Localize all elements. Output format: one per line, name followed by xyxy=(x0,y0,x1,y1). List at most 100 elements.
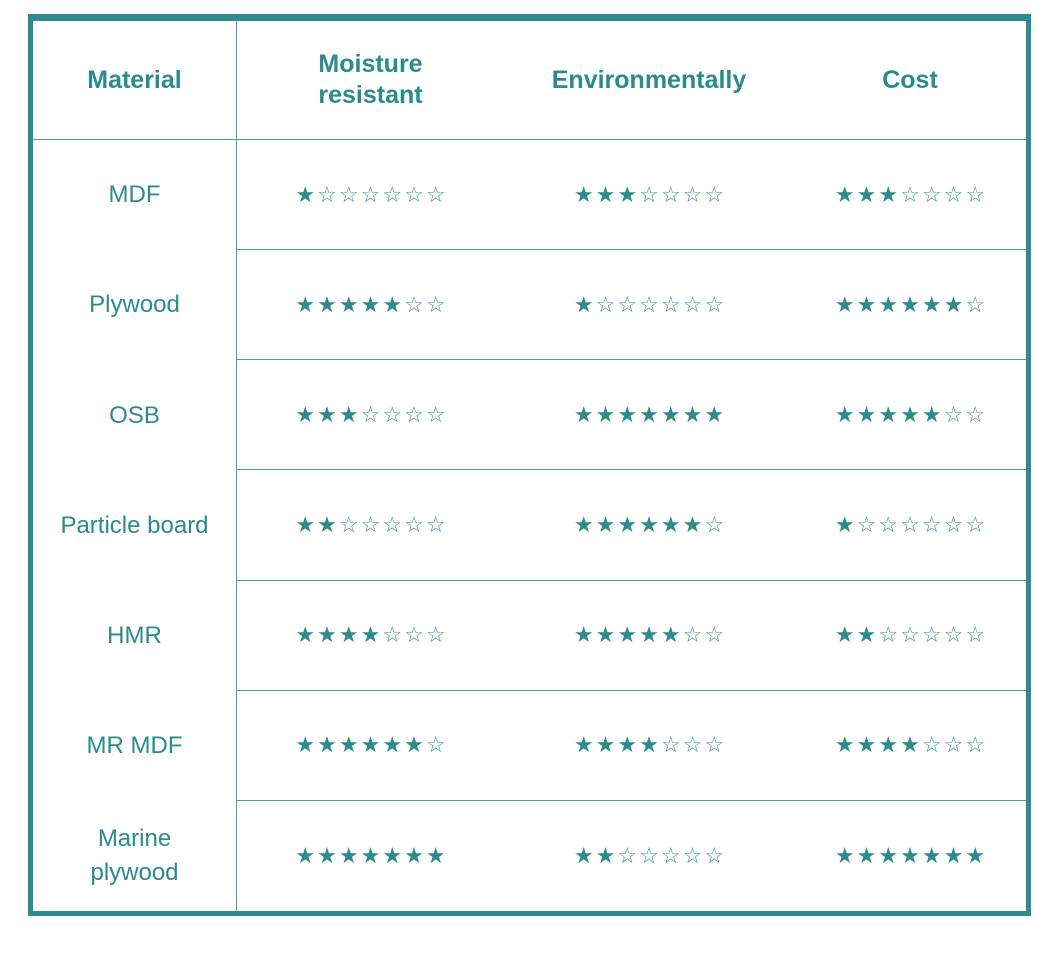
star-icon-filled: ★ xyxy=(660,622,681,648)
star-icon-filled: ★ xyxy=(856,622,877,648)
star-icon-empty: ☆ xyxy=(595,291,616,317)
star-icon-empty: ☆ xyxy=(965,181,986,207)
star-icon-filled: ★ xyxy=(317,622,337,648)
star-icon-filled: ★ xyxy=(639,511,659,537)
star-icon-empty: ☆ xyxy=(943,511,964,537)
star-icon-filled: ★ xyxy=(573,181,594,207)
star-icon-filled: ★ xyxy=(573,291,594,317)
star-icon-filled: ★ xyxy=(595,401,616,427)
star-icon-filled: ★ xyxy=(856,181,877,207)
star-rating: ★ ★ ★ ★ ★ ★ ★ xyxy=(237,801,504,911)
column-header-label: Moisture resistant xyxy=(318,49,423,109)
star-rating: ★ ★ ☆ ☆ ☆ ☆ ☆ xyxy=(504,801,794,911)
material-name: Plywood xyxy=(89,291,180,319)
star-icon-filled: ★ xyxy=(617,732,638,758)
star-icon-filled: ★ xyxy=(295,842,316,868)
star-icon-filled: ★ xyxy=(295,401,316,427)
star-icon-filled: ★ xyxy=(834,732,855,758)
star-icon-empty: ☆ xyxy=(617,291,638,317)
star-icon-empty: ☆ xyxy=(360,181,381,207)
star-icon-filled: ★ xyxy=(878,842,899,868)
star-rating: ★ ★ ★ ★ ☆ ☆ ☆ xyxy=(794,691,1026,800)
star-icon-filled: ★ xyxy=(943,842,964,868)
star-icon-empty: ☆ xyxy=(425,622,446,648)
material-name: MR MDF xyxy=(86,731,183,759)
ratings-area: ★ ★ ★ ★ ★ ★ ★ ★ ★ ☆ ☆ ☆ ☆ ☆ ★ ★ ★ ★ ★ ★ ★ xyxy=(237,801,1026,911)
star-icon-filled: ★ xyxy=(425,842,446,868)
table-row: HMR ★ ★ ★ ★ ☆ ☆ ☆ ★ ★ ★ ★ ★ ☆ ☆ ★ ★ ☆ ☆ ☆ ☆ ☆ xyxy=(33,580,1026,691)
star-icon-filled: ★ xyxy=(639,622,659,648)
material-cell: MR MDF xyxy=(33,690,237,801)
star-icon-filled: ★ xyxy=(682,511,703,537)
star-icon-filled: ★ xyxy=(595,181,616,207)
star-icon-filled: ★ xyxy=(856,291,877,317)
star-icon-filled: ★ xyxy=(360,291,381,317)
star-icon-filled: ★ xyxy=(834,842,855,868)
column-header-cost: Cost xyxy=(794,21,1026,139)
star-icon-empty: ☆ xyxy=(404,401,424,427)
table-body: MDF ★ ☆ ☆ ☆ ☆ ☆ ☆ ★ ★ ★ ☆ ☆ ☆ ☆ ★ ★ ★ ☆ ☆ ☆ ☆ Plywood ★ ★ ★ ★… xyxy=(33,140,1026,911)
star-icon-empty: ☆ xyxy=(704,842,725,868)
table-row: Particle board ★ ★ ☆ ☆ ☆ ☆ ☆ ★ ★ ★ ★ ★ ★ ☆ ★ ☆ ☆ ☆ ☆ ☆ ☆ xyxy=(33,470,1026,581)
star-icon-filled: ★ xyxy=(295,181,316,207)
star-icon-empty: ☆ xyxy=(965,732,986,758)
star-icon-empty: ☆ xyxy=(682,842,703,868)
star-rating: ★ ★ ★ ★ ★ ☆ ☆ xyxy=(237,250,504,359)
star-icon-empty: ☆ xyxy=(382,401,403,427)
star-icon-filled: ★ xyxy=(682,401,703,427)
comparison-table: Material Moisture resistant Environmenta… xyxy=(28,14,1031,916)
star-icon-filled: ★ xyxy=(360,622,381,648)
star-icon-filled: ★ xyxy=(338,732,359,758)
star-icon-filled: ★ xyxy=(834,401,855,427)
star-icon-filled: ★ xyxy=(595,842,616,868)
star-icon-empty: ☆ xyxy=(965,622,986,648)
star-icon-filled: ★ xyxy=(573,511,594,537)
star-rating: ★ ☆ ☆ ☆ ☆ ☆ ☆ xyxy=(237,140,504,249)
star-icon-empty: ☆ xyxy=(425,732,446,758)
star-icon-empty: ☆ xyxy=(943,181,964,207)
star-rating: ★ ★ ★ ★ ★ ★ ☆ xyxy=(504,470,794,579)
star-rating: ★ ☆ ☆ ☆ ☆ ☆ ☆ xyxy=(794,470,1026,579)
table-row: Plywood ★ ★ ★ ★ ★ ☆ ☆ ★ ☆ ☆ ☆ ☆ ☆ ☆ ★ ★ ★ ★ ★ ★ ☆ xyxy=(33,250,1026,361)
column-header-label: Material xyxy=(87,65,182,94)
star-icon-empty: ☆ xyxy=(425,401,446,427)
table-header: Material Moisture resistant Environmenta… xyxy=(33,21,1026,140)
star-icon-filled: ★ xyxy=(382,732,403,758)
star-icon-filled: ★ xyxy=(921,291,942,317)
material-cell: Marine plywood xyxy=(33,800,237,911)
star-icon-filled: ★ xyxy=(856,842,877,868)
table-row: OSB ★ ★ ★ ☆ ☆ ☆ ☆ ★ ★ ★ ★ ★ ★ ★ ★ ★ ★ ★ ★ ☆ ☆ xyxy=(33,360,1026,471)
star-icon-empty: ☆ xyxy=(900,622,920,648)
star-icon-filled: ★ xyxy=(317,401,337,427)
star-icon-empty: ☆ xyxy=(639,181,659,207)
star-icon-filled: ★ xyxy=(617,401,638,427)
column-header-label: Cost xyxy=(882,65,938,94)
star-icon-filled: ★ xyxy=(878,732,899,758)
star-rating: ★ ★ ★ ☆ ☆ ☆ ☆ xyxy=(504,140,794,249)
star-icon-filled: ★ xyxy=(639,732,659,758)
ratings-area: ★ ★ ★ ★ ☆ ☆ ☆ ★ ★ ★ ★ ★ ☆ ☆ ★ ★ ☆ ☆ ☆ ☆ ☆ xyxy=(237,581,1026,691)
star-icon-empty: ☆ xyxy=(660,291,681,317)
star-icon-empty: ☆ xyxy=(404,511,424,537)
star-icon-filled: ★ xyxy=(617,622,638,648)
star-icon-empty: ☆ xyxy=(317,181,337,207)
ratings-area: ★ ★ ☆ ☆ ☆ ☆ ☆ ★ ★ ★ ★ ★ ★ ☆ ★ ☆ ☆ ☆ ☆ ☆ ☆ xyxy=(237,470,1026,581)
star-icon-empty: ☆ xyxy=(682,181,703,207)
star-icon-filled: ★ xyxy=(338,401,359,427)
star-icon-empty: ☆ xyxy=(943,622,964,648)
star-icon-filled: ★ xyxy=(617,511,638,537)
star-icon-filled: ★ xyxy=(317,842,337,868)
star-icon-empty: ☆ xyxy=(704,622,725,648)
star-icon-empty: ☆ xyxy=(425,291,446,317)
table-row: MDF ★ ☆ ☆ ☆ ☆ ☆ ☆ ★ ★ ★ ☆ ☆ ☆ ☆ ★ ★ ★ ☆ ☆ ☆ ☆ xyxy=(33,140,1026,251)
star-icon-filled: ★ xyxy=(639,401,659,427)
star-icon-empty: ☆ xyxy=(856,511,877,537)
star-icon-empty: ☆ xyxy=(404,291,424,317)
star-icon-filled: ★ xyxy=(573,622,594,648)
star-icon-empty: ☆ xyxy=(404,181,424,207)
star-icon-empty: ☆ xyxy=(360,401,381,427)
star-icon-empty: ☆ xyxy=(338,511,359,537)
star-icon-empty: ☆ xyxy=(382,622,403,648)
material-cell: OSB xyxy=(33,360,237,471)
star-icon-filled: ★ xyxy=(295,732,316,758)
